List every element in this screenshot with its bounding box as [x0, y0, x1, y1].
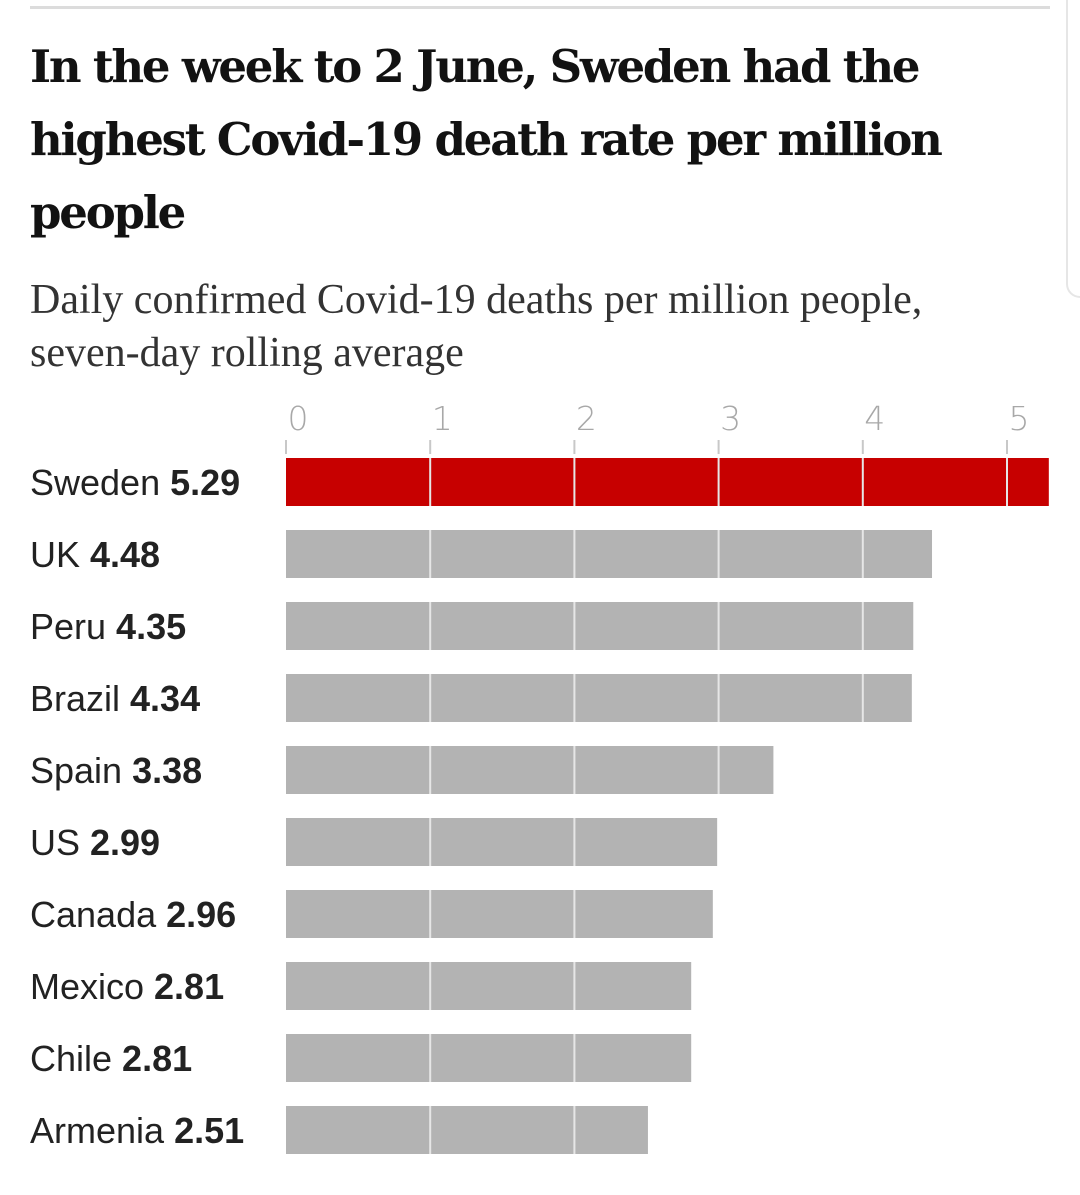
- gridlines: [429, 458, 1008, 1154]
- country-name: Chile: [30, 1038, 122, 1079]
- value-label: 2.81: [154, 966, 224, 1007]
- value-label: 2.81: [122, 1038, 192, 1079]
- category-label-armenia: Armenia 2.51: [30, 1110, 244, 1151]
- category-label-brazil: Brazil 4.34: [30, 678, 200, 719]
- bar-brazil: [286, 674, 912, 722]
- scroll-edge: [1066, 0, 1080, 298]
- category-label-sweden: Sweden 5.29: [30, 462, 240, 503]
- category-label-peru: Peru 4.35: [30, 606, 186, 647]
- bar-sweden: [286, 458, 1049, 506]
- country-name: Spain: [30, 750, 132, 791]
- bar-peru: [286, 602, 914, 650]
- value-label: 3.38: [132, 750, 202, 791]
- value-label: 4.34: [130, 678, 200, 719]
- bar-mexico: [286, 962, 692, 1010]
- value-label: 2.99: [90, 822, 160, 863]
- category-label-canada: Canada 2.96: [30, 894, 236, 935]
- category-label-mexico: Mexico 2.81: [30, 966, 224, 1007]
- chart-title: In the week to 2 June, Sweden had the hi…: [30, 40, 943, 239]
- x-tick-label-1: 1: [432, 399, 453, 438]
- category-label-uk: UK 4.48: [30, 534, 160, 575]
- bar-canada: [286, 890, 713, 938]
- category-label-us: US 2.99: [30, 822, 160, 863]
- value-label: 4.48: [90, 534, 160, 575]
- x-tick-label-5: 5: [1009, 399, 1030, 438]
- country-name: Canada: [30, 894, 166, 935]
- value-label: 2.96: [166, 894, 236, 935]
- country-name: Sweden: [30, 462, 170, 503]
- category-label-spain: Spain 3.38: [30, 750, 202, 791]
- bars: [286, 458, 1049, 1154]
- country-name: US: [30, 822, 90, 863]
- value-label: 2.51: [174, 1110, 244, 1151]
- country-name: UK: [30, 534, 90, 575]
- country-name: Armenia: [30, 1110, 174, 1151]
- x-tick-label-4: 4: [864, 399, 885, 438]
- bar-armenia: [286, 1106, 648, 1154]
- country-name: Brazil: [30, 678, 130, 719]
- country-name: Peru: [30, 606, 116, 647]
- value-label: 5.29: [170, 462, 240, 503]
- country-name: Mexico: [30, 966, 154, 1007]
- bar-us: [286, 818, 718, 866]
- bar-spain: [286, 746, 774, 794]
- x-axis-ticks: 0 1 2 3 4 5: [285, 399, 1030, 454]
- category-label-chile: Chile 2.81: [30, 1038, 192, 1079]
- top-rule: [30, 6, 1050, 9]
- x-tick-label-0: 0: [288, 399, 309, 438]
- value-label: 4.35: [116, 606, 186, 647]
- x-tick-label-2: 2: [576, 399, 597, 438]
- chart-subtitle: Daily confirmed Covid-19 deaths per mill…: [30, 277, 923, 376]
- x-tick-label-3: 3: [720, 399, 741, 438]
- bar-uk: [286, 530, 933, 578]
- bar-chile: [286, 1034, 692, 1082]
